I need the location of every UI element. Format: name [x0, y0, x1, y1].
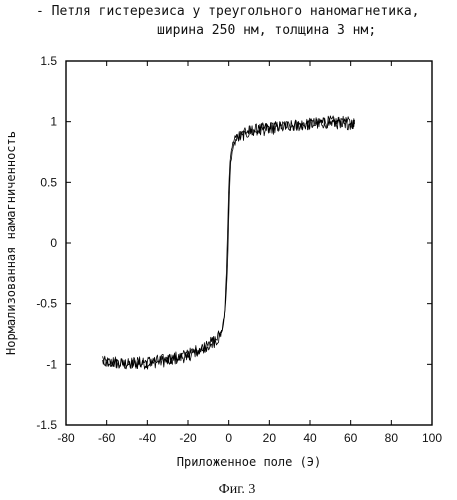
- hysteresis-branch-2: [102, 117, 355, 370]
- hysteresis-branch-1: [102, 115, 355, 370]
- x-tick-label: -80: [57, 431, 75, 445]
- plot-frame: [65, 60, 433, 426]
- y-tick-label: 1: [50, 115, 57, 129]
- y-tick-label: -0.5: [36, 297, 57, 311]
- x-tick-label: -60: [98, 431, 116, 445]
- figure-label: Фиг. 3: [219, 482, 256, 497]
- y-axis-label: Нормализованная намагниченность: [4, 131, 18, 355]
- header-line-1: - Петля гистерезиса у треугольного наном…: [36, 4, 420, 19]
- hysteresis-curves: [102, 115, 355, 370]
- axis-ticks: -80 -60 -40 -20 0 20 40 60 80 100 -1.5 -1 -0.5 0 0.5 1 1…: [36, 54, 442, 445]
- y-tick-label: 0: [50, 236, 57, 250]
- x-tick-label: 40: [303, 431, 317, 445]
- x-tick-label: 100: [422, 431, 442, 445]
- x-tick-label: 60: [344, 431, 358, 445]
- x-tick-label: -40: [139, 431, 157, 445]
- x-tick-label: 80: [385, 431, 399, 445]
- x-tick-label: -20: [179, 431, 197, 445]
- y-tick-label: 0.5: [40, 175, 57, 189]
- y-tick-label: -1: [46, 357, 57, 371]
- y-tick-label: 1.5: [40, 54, 57, 68]
- x-tick-label: 20: [263, 431, 277, 445]
- y-tick-label: -1.5: [36, 418, 57, 432]
- x-axis-label: Приложенное поле (Э): [177, 455, 322, 469]
- x-tick-label: 0: [225, 431, 232, 445]
- header-line-2: ширина 250 нм, толщина 3 нм;: [157, 23, 376, 38]
